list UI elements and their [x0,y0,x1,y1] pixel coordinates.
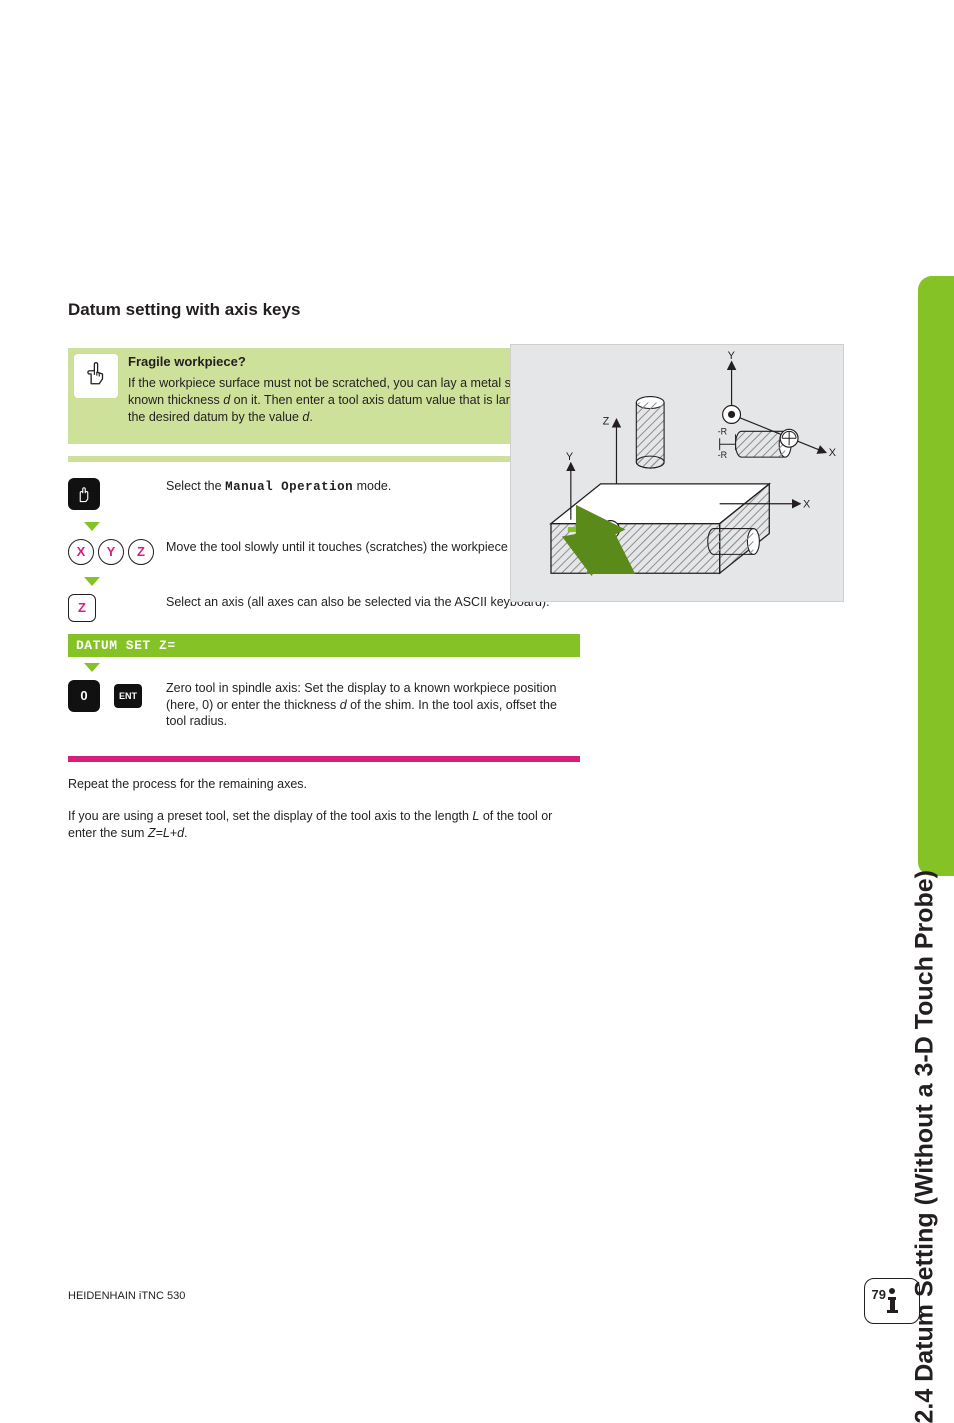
step-2: X Y Z Move the tool slowly until it touc… [68,531,580,577]
manual-mode-key[interactable] [68,478,100,510]
note-title: Fragile workpiece? [128,354,568,369]
zero-key[interactable]: 0 [68,680,100,712]
step4-italic: d [340,698,347,712]
note-icon-frame [74,354,118,398]
ent-key[interactable]: ENT [114,684,142,708]
note-bottom-rule [68,456,580,462]
side-tab-title: 2.4 Datum Setting (Without a 3-D Touch P… [910,870,939,1423]
fig-label-mR1: -R [718,426,728,436]
steps: Select the Manual Operation mode. X Y Z … [68,470,580,763]
footer-left: HEIDENHAIN iTNC 530 [68,1290,185,1302]
fig-label-X2: X [803,499,811,511]
axis-key-z[interactable]: Z [128,539,154,565]
step-4: 0 ENT Zero tool in spindle axis: Set the… [68,672,580,743]
fig-label-Y1: Y [728,350,736,362]
fig-label-mR2: -R [718,450,728,460]
body2-suffix: . [184,826,187,840]
step1-suffix: mode. [353,479,391,493]
content-column: Datum setting with axis keys Fragile wor… [68,300,580,843]
info-button[interactable] [864,1278,920,1324]
body-paragraph-2: If you are using a preset tool, set the … [68,808,580,843]
side-tab [918,276,954,876]
fig-label-Z: Z [603,415,610,427]
page: 2.4 Datum Setting (Without a 3-D Touch P… [0,0,954,1348]
body2-prefix: If you are using a preset tool, set the … [68,809,472,823]
note-text-3: . [309,410,312,424]
step-1: Select the Manual Operation mode. [68,470,580,522]
axis-key-z-square[interactable]: Z [68,594,96,622]
footer: HEIDENHAIN iTNC 530 79 [68,1287,886,1302]
flow-arrow-2 [84,577,100,586]
note-body: If the workpiece surface must not be scr… [128,375,568,426]
fig-label-Y2: Y [566,451,574,463]
body2-i2: Z=L+d [148,826,184,840]
body-paragraph-1: Repeat the process for the remaining axe… [68,776,580,794]
datum-display-bar: DATUM SET Z= [68,634,580,657]
note-box: Fragile workpiece? If the workpiece surf… [68,348,580,444]
pointing-hand-icon [83,361,109,392]
step1-mono: Manual Operation [225,480,353,494]
step-4-text: Zero tool in spindle axis: Set the displ… [166,680,580,731]
flow-arrow-3 [84,663,100,672]
axis-key-y[interactable]: Y [98,539,124,565]
page-title: Datum setting with axis keys [68,300,580,320]
note-body-wrap: Fragile workpiece? If the workpiece surf… [68,348,580,444]
end-rule [68,756,580,762]
step1-prefix: Select the [166,479,225,493]
fig-label-X1: X [829,447,837,459]
flow-arrow-1 [84,522,100,531]
step-3: Z Select an axis (all axes can also be s… [68,586,580,634]
figure-datum-axes: Y Y Z X X -R -R [510,344,844,602]
axis-key-x[interactable]: X [68,539,94,565]
